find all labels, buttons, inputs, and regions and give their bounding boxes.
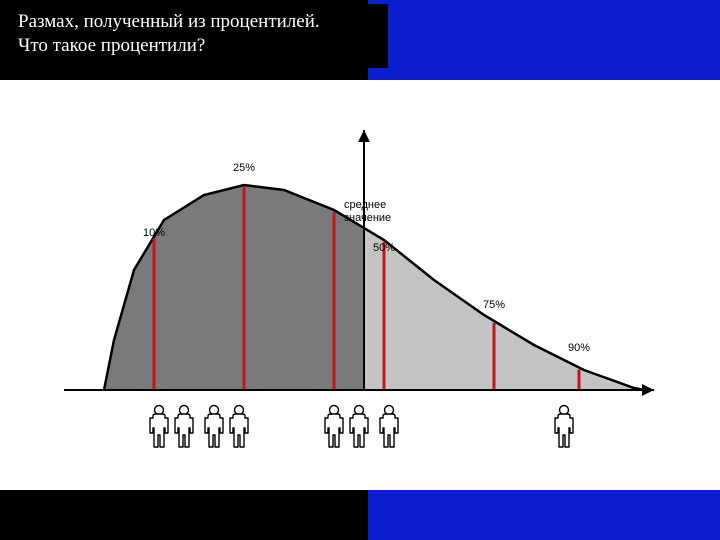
person-icon (380, 406, 398, 448)
title-line-1: Размах, полученный из процентилей. (18, 10, 374, 34)
y-axis-arrow (358, 130, 370, 142)
percentile-label: 90% (568, 342, 590, 354)
mean-label: среднее (344, 199, 386, 211)
distribution-chart: 10% 25% 50% 75% 90% среднеезначение (34, 90, 686, 486)
chart-container: 10% 25% 50% 75% 90% среднеезначение (34, 90, 686, 486)
person-icon (150, 406, 168, 448)
person-icon (555, 406, 573, 448)
slide: Размах, полученный из процентилей. Что т… (0, 0, 720, 540)
person-icon (205, 406, 223, 448)
x-axis-arrow (642, 384, 654, 396)
percentile-label: 25% (233, 162, 255, 174)
person-icon (350, 406, 368, 448)
bottom-band-black (0, 490, 368, 540)
person-icon (325, 406, 343, 448)
person-icon (175, 406, 193, 448)
area-dark (104, 185, 364, 390)
mean-label: значение (344, 212, 391, 224)
percentile-label: 50% (373, 242, 395, 254)
person-icon (230, 406, 248, 448)
title-line-2: Что такое процентили? (18, 34, 374, 58)
title-box: Размах, полученный из процентилей. Что т… (4, 4, 388, 68)
percentile-label: 10% (143, 227, 165, 239)
percentile-label: 75% (483, 299, 505, 311)
